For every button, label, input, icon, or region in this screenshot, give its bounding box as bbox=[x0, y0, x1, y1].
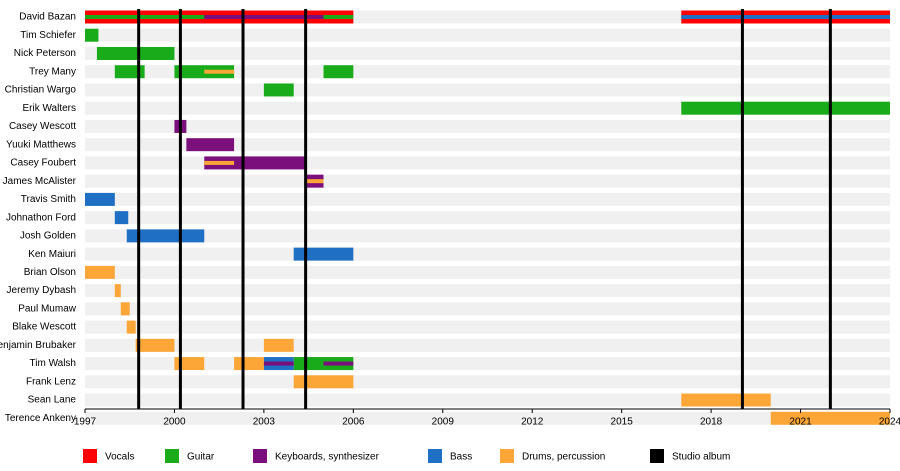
member-label: James McAlister bbox=[3, 176, 77, 187]
row-background bbox=[85, 302, 890, 316]
member-label: Brian Olson bbox=[24, 267, 76, 278]
x-tick-label: 2003 bbox=[253, 417, 276, 428]
legend-swatch bbox=[83, 449, 97, 463]
row-background bbox=[85, 411, 890, 425]
legend-label: Bass bbox=[450, 452, 472, 463]
member-bar bbox=[85, 265, 115, 279]
x-tick-label: 2000 bbox=[163, 417, 186, 428]
x-tick-label: 1997 bbox=[74, 417, 97, 428]
member-label: Christian Wargo bbox=[5, 85, 77, 96]
member-bar bbox=[114, 211, 129, 225]
x-tick-label: 2018 bbox=[700, 417, 723, 428]
member-bar bbox=[263, 338, 294, 352]
legend-swatch bbox=[650, 449, 664, 463]
role-stripe bbox=[305, 179, 324, 184]
role-stripe bbox=[681, 15, 890, 19]
legend-label: Drums, percussion bbox=[522, 452, 605, 463]
member-bar bbox=[263, 83, 294, 97]
x-tick-label: 2015 bbox=[611, 417, 634, 428]
member-label: Johnathon Ford bbox=[6, 212, 76, 223]
member-label: Tim Walsh bbox=[30, 358, 76, 369]
member-label: Blake Wescott bbox=[12, 322, 76, 333]
x-tick-label: 2009 bbox=[432, 417, 455, 428]
member-bar bbox=[174, 65, 235, 79]
member-label: Sean Lane bbox=[28, 395, 77, 406]
row-background bbox=[85, 174, 890, 188]
legend-swatch bbox=[165, 449, 179, 463]
member-label: Travis Smith bbox=[21, 194, 76, 205]
member-bar bbox=[293, 247, 354, 261]
row-background bbox=[85, 375, 890, 389]
row-background bbox=[85, 83, 890, 97]
row-background bbox=[85, 28, 890, 42]
member-label: Frank Lenz bbox=[26, 376, 76, 387]
member-label: Tim Schiefer bbox=[20, 30, 76, 41]
member-label: Josh Golden bbox=[20, 231, 76, 242]
member-label: David Bazan bbox=[19, 12, 76, 23]
role-stripe bbox=[263, 361, 294, 366]
role-stripe bbox=[204, 69, 235, 74]
row-background bbox=[85, 247, 890, 261]
member-bar bbox=[234, 357, 264, 371]
member-label: Trey Many bbox=[29, 66, 76, 77]
member-bar bbox=[204, 156, 306, 170]
row-background bbox=[85, 338, 890, 352]
member-label: Nick Peterson bbox=[14, 48, 76, 59]
member-label: Paul Mumaw bbox=[18, 303, 77, 314]
legend-label: Vocals bbox=[105, 452, 134, 463]
member-bar bbox=[96, 46, 175, 60]
member-label: Casey Foubert bbox=[10, 158, 76, 169]
row-background bbox=[85, 119, 890, 133]
row-background bbox=[85, 265, 890, 279]
member-bar bbox=[293, 375, 354, 389]
legend-label: Keyboards, synthesizer bbox=[275, 452, 380, 463]
member-bar bbox=[186, 138, 235, 152]
member-label: Terence Ankeny bbox=[5, 413, 76, 424]
legend-swatch bbox=[500, 449, 514, 463]
member-bar bbox=[85, 192, 115, 206]
member-label: Erik Walters bbox=[22, 103, 76, 114]
x-tick-label: 2024 bbox=[879, 417, 900, 428]
member-label: Benjamin Brubaker bbox=[0, 340, 77, 351]
role-stripe bbox=[323, 361, 354, 366]
member-bar bbox=[126, 229, 205, 243]
row-background bbox=[85, 211, 890, 225]
legend-label: Studio album bbox=[672, 452, 730, 463]
member-bar bbox=[770, 411, 890, 425]
row-background bbox=[85, 320, 890, 334]
role-stripe bbox=[204, 15, 324, 19]
member-label: Jeremy Dybash bbox=[7, 285, 76, 296]
member-label: Ken Maiuri bbox=[28, 249, 76, 260]
member-bar bbox=[114, 284, 121, 298]
member-bar bbox=[323, 65, 354, 79]
member-label: Yuuki Matthews bbox=[6, 139, 76, 150]
row-background bbox=[85, 65, 890, 79]
row-background bbox=[85, 138, 890, 152]
legend-swatch bbox=[253, 449, 267, 463]
row-background bbox=[85, 284, 890, 298]
member-label: Casey Wescott bbox=[9, 121, 76, 132]
member-bar bbox=[126, 320, 136, 334]
x-tick-label: 2021 bbox=[789, 417, 812, 428]
legend-swatch bbox=[428, 449, 442, 463]
member-bar bbox=[681, 393, 771, 407]
role-stripe bbox=[204, 160, 235, 165]
row-background bbox=[85, 46, 890, 60]
row-background bbox=[85, 357, 890, 371]
member-bar bbox=[681, 101, 890, 115]
row-background bbox=[85, 229, 890, 243]
legend-label: Guitar bbox=[187, 452, 215, 463]
x-tick-label: 2006 bbox=[342, 417, 365, 428]
row-background bbox=[85, 192, 890, 206]
member-bar bbox=[135, 338, 175, 352]
member-bar bbox=[85, 28, 99, 42]
member-bar bbox=[120, 302, 130, 316]
x-tick-label: 2012 bbox=[521, 417, 544, 428]
